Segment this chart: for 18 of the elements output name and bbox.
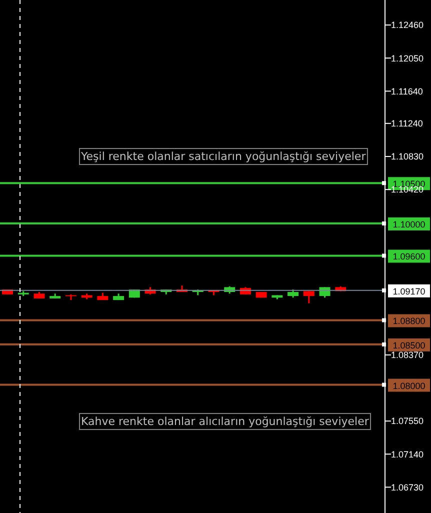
- ref-line-label: 1.09600: [392, 252, 426, 262]
- ref-line-label: 1.08500: [392, 340, 426, 350]
- ref-line-label: 1.08000: [392, 380, 426, 391]
- ref-line-label: 1.09170: [392, 286, 426, 296]
- y-tick-label: 1.08370: [391, 350, 424, 360]
- candlestick: [303, 290, 314, 304]
- y-tick-label: 1.10830: [391, 152, 424, 162]
- y-tick-label: 1.12460: [391, 20, 424, 30]
- y-tick-label: 1.11240: [391, 118, 423, 129]
- y-tick-label: 1.07550: [391, 416, 424, 426]
- y-tick-label: 1.07140: [391, 449, 424, 460]
- ref-line-label: 1.10000: [392, 219, 426, 230]
- y-tick-label: 1.12050: [391, 53, 424, 64]
- y-tick-label: 1.11640: [391, 86, 423, 96]
- annotation: Kahve renkte olanlar alıcıların yoğunlaştığı seviyeler: [79, 413, 371, 430]
- annotation: Yeşil renkte olanlar satıcıların yoğunlaştığı seviyeler: [79, 148, 368, 165]
- y-tick-label: 1.06730: [391, 482, 424, 492]
- ref-line-label: 1.08800: [392, 316, 426, 326]
